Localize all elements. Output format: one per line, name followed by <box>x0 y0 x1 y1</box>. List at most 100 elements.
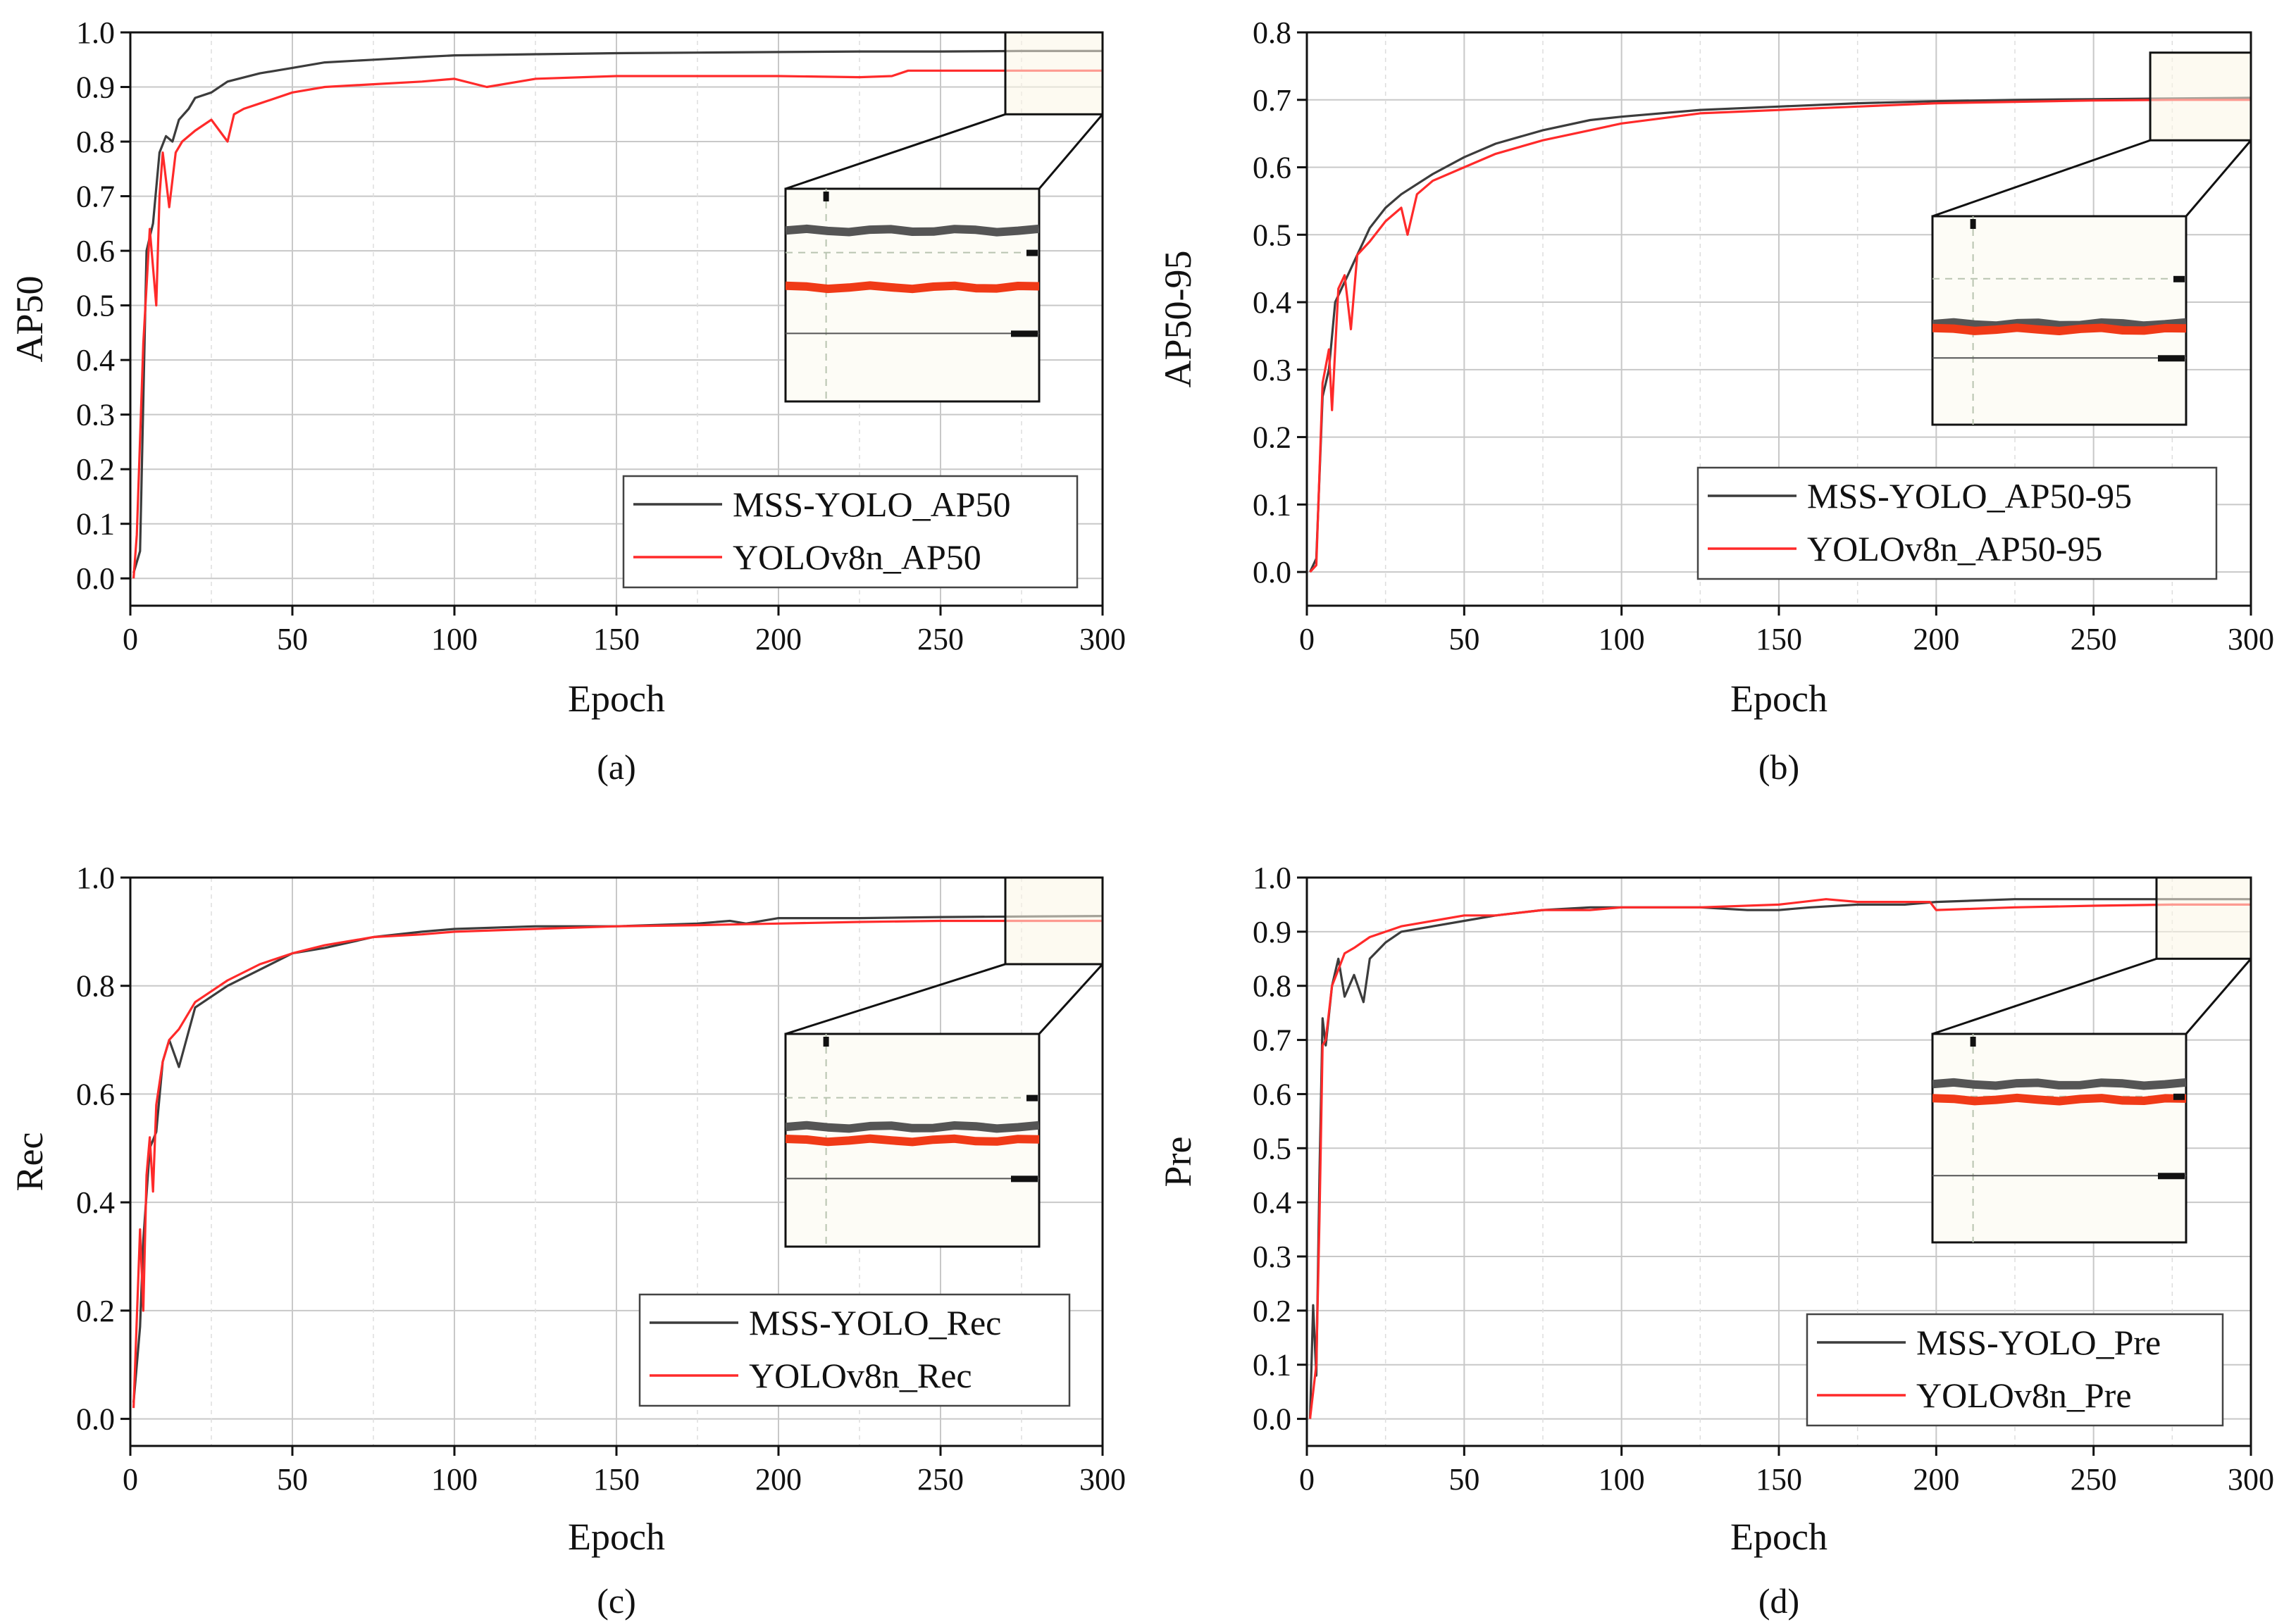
zoom-inset <box>1931 1033 2188 1244</box>
y-tick-label: 0.3 <box>1253 353 1291 387</box>
inset-tick-mark <box>1970 219 1976 229</box>
zoom-region-box <box>2155 876 2252 960</box>
panel-caption: (c) <box>597 1581 636 1621</box>
y-tick-label: 0.7 <box>1253 83 1291 118</box>
zoom-inset-frame <box>784 187 1041 403</box>
series-line-yolov8n <box>1309 99 2251 573</box>
inset-series-yolov8n <box>786 281 1039 294</box>
legend-label: MSS-YOLO_Pre <box>1916 1323 2161 1362</box>
chart-panel-a: 0 50 100 150 200 250 300 0.0 0.1 0.2 0.3 0.4 0.5 0.6 0… <box>8 15 1126 787</box>
legend-label: YOLOv8n_AP50 <box>733 537 981 577</box>
y-tick-label: 0.9 <box>76 70 115 105</box>
x-tick-label: 50 <box>1448 622 1479 656</box>
x-tick-label: 250 <box>2071 622 2117 656</box>
y-tick-label: 0.4 <box>1253 1185 1291 1220</box>
y-axis-title: AP50 <box>8 275 51 362</box>
inset-tick-mark <box>1970 1037 1976 1047</box>
y-tick-label: 0.7 <box>1253 1023 1291 1058</box>
legend-label: YOLOv8n_Rec <box>749 1356 972 1395</box>
zoom-connector-line <box>2185 958 2252 1035</box>
legend-box <box>1696 466 2218 580</box>
zoom-region-box <box>2149 51 2252 142</box>
y-tick-label: 0.0 <box>1253 1402 1291 1437</box>
x-tick-label: 50 <box>277 1462 308 1497</box>
inset-tick-mark <box>1011 330 1038 337</box>
inset-series-mss-yolo <box>1932 1078 2186 1090</box>
x-tick-label: 100 <box>1599 1462 1645 1497</box>
zoom-inset-content <box>1932 1034 2186 1242</box>
y-tick-label: 0.8 <box>1253 15 1291 50</box>
legend: MSS-YOLO_AP50 YOLOv8n_AP50 <box>622 475 1079 589</box>
zoom-connector-line <box>785 113 1006 190</box>
x-tick-label: 200 <box>755 622 802 656</box>
chart-panel-c: 0 50 100 150 200 250 300 0.0 0.2 0.4 0.6 0.8 1.0 Epoc… <box>8 861 1126 1621</box>
y-tick-label: 0.2 <box>1253 1294 1291 1328</box>
x-tick-label: 250 <box>917 622 964 656</box>
legend-label: YOLOv8n_AP50-95 <box>1807 529 2102 568</box>
y-tick-label: 0.0 <box>76 561 115 596</box>
series-line-mss-yolo <box>1308 898 2251 1419</box>
zoom-connector-line <box>1038 113 1104 189</box>
x-axis-title: Epoch <box>568 1516 665 1558</box>
inset-series-mss-yolo <box>786 1121 1039 1133</box>
panel-caption: (d) <box>1758 1581 1799 1621</box>
inset-series-yolov8n <box>1932 1093 2186 1106</box>
legend-label: YOLOv8n_Pre <box>1916 1375 2132 1415</box>
x-tick-label: 200 <box>1913 1462 1959 1497</box>
x-tick-label: 300 <box>1079 622 1126 656</box>
x-tick-label: 200 <box>755 1462 802 1497</box>
zoom-inset-content <box>1932 216 2186 425</box>
series-line-mss-yolo <box>1309 96 2252 573</box>
y-tick-label: 0.3 <box>76 398 115 432</box>
y-tick-label: 0.6 <box>1253 151 1291 185</box>
y-tick-label: 0.8 <box>76 969 115 1004</box>
zoom-inset-frame <box>1931 1033 2188 1244</box>
inset-tick-mark <box>823 1037 829 1047</box>
zoom-inset <box>784 187 1041 403</box>
zoom-inset <box>784 1033 1041 1248</box>
series-line-yolov8n <box>132 919 1103 1409</box>
zoom-region-box <box>1004 31 1104 116</box>
y-tick-label: 0.8 <box>76 125 115 159</box>
y-tick-label: 0.5 <box>1253 1131 1291 1166</box>
x-tick-label: 50 <box>1448 1462 1479 1497</box>
y-tick-label: 0.7 <box>76 180 115 214</box>
zoom-inset-content <box>786 189 1039 401</box>
x-tick-label: 50 <box>277 622 308 656</box>
inset-tick-mark <box>2173 1093 2185 1100</box>
x-axis-title: Epoch <box>568 678 665 720</box>
x-tick-label: 150 <box>1756 622 1802 656</box>
inset-series-mss-yolo <box>786 224 1039 237</box>
y-axis-title: AP50-95 <box>1157 250 1199 387</box>
y-tick-label: 0.6 <box>76 234 115 268</box>
y-tick-label: 0.1 <box>1253 1348 1291 1383</box>
x-tick-label: 0 <box>123 622 138 656</box>
legend-box <box>622 475 1079 589</box>
x-tick-label: 100 <box>431 1462 478 1497</box>
zoom-connector-line <box>785 963 1006 1035</box>
y-tick-label: 1.0 <box>1253 861 1291 895</box>
x-tick-label: 0 <box>1299 1462 1315 1497</box>
y-tick-label: 0.8 <box>1253 969 1291 1004</box>
legend: MSS-YOLO_Rec YOLOv8n_Rec <box>638 1293 1071 1407</box>
zoom-connector-line <box>2185 139 2252 217</box>
inset-series-yolov8n <box>1932 323 2186 335</box>
x-tick-label: 300 <box>2228 622 2274 656</box>
series-line-yolov8n <box>1308 898 2251 1419</box>
legend-label: MSS-YOLO_AP50-95 <box>1807 476 2132 516</box>
chart-panel-d: 0 50 100 150 200 250 300 0.0 0.1 0.2 0.3 0.4 0.5 0.6 0… <box>1157 861 2274 1621</box>
series-line-mss-yolo <box>132 915 1103 1403</box>
y-tick-label: 0.4 <box>76 1185 115 1220</box>
x-tick-label: 250 <box>2071 1462 2117 1497</box>
panel-caption: (a) <box>597 747 636 787</box>
legend-label: MSS-YOLO_Rec <box>749 1303 1001 1342</box>
y-tick-label: 0.1 <box>76 507 115 542</box>
y-tick-label: 0.2 <box>76 1294 115 1328</box>
legend-label: MSS-YOLO_AP50 <box>733 485 1011 524</box>
x-axis-title: Epoch <box>1730 1516 1828 1558</box>
series-line-yolov8n <box>132 69 1103 579</box>
x-tick-label: 150 <box>1756 1462 1802 1497</box>
chart-panel-b: 0 50 100 150 200 250 300 0.0 0.1 0.2 0.3 0.4 0.5 0.6 0… <box>1157 15 2274 787</box>
legend-box <box>1806 1313 2224 1427</box>
